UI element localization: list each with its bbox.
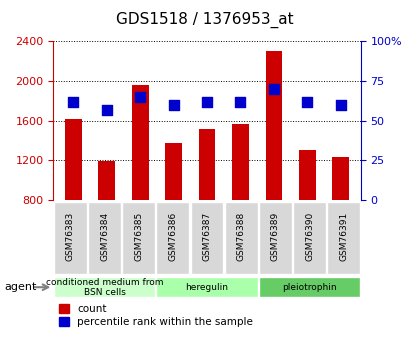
Text: GSM76391: GSM76391 xyxy=(338,211,347,261)
FancyBboxPatch shape xyxy=(88,201,121,275)
Bar xyxy=(231,124,248,200)
Text: GDS1518 / 1376953_at: GDS1518 / 1376953_at xyxy=(116,11,293,28)
Text: pleiotrophin: pleiotrophin xyxy=(281,283,336,292)
FancyBboxPatch shape xyxy=(156,201,189,275)
Text: GSM76390: GSM76390 xyxy=(304,211,313,261)
FancyBboxPatch shape xyxy=(224,201,257,275)
Legend: count, percentile rank within the sample: count, percentile rank within the sample xyxy=(58,304,252,327)
Text: heregulin: heregulin xyxy=(185,283,228,292)
Bar xyxy=(265,51,281,200)
Text: GSM76383: GSM76383 xyxy=(66,211,75,261)
Bar xyxy=(298,149,315,200)
Text: agent: agent xyxy=(4,282,36,292)
Point xyxy=(303,99,310,105)
FancyBboxPatch shape xyxy=(122,201,155,275)
Bar xyxy=(132,85,148,200)
Point xyxy=(337,102,343,108)
FancyBboxPatch shape xyxy=(258,201,291,275)
FancyBboxPatch shape xyxy=(292,201,325,275)
FancyBboxPatch shape xyxy=(190,201,223,275)
Point xyxy=(203,99,210,105)
Text: GSM76389: GSM76389 xyxy=(270,211,279,261)
FancyBboxPatch shape xyxy=(258,277,359,297)
Text: GSM76385: GSM76385 xyxy=(134,211,143,261)
Text: GSM76384: GSM76384 xyxy=(100,211,109,260)
Point xyxy=(70,99,76,105)
Point xyxy=(137,94,143,100)
Text: GSM76387: GSM76387 xyxy=(202,211,211,261)
Bar xyxy=(98,161,115,200)
Point xyxy=(270,86,276,92)
Point xyxy=(170,102,176,108)
Text: conditioned medium from
BSN cells: conditioned medium from BSN cells xyxy=(46,277,163,297)
Point xyxy=(237,99,243,105)
Text: GSM76388: GSM76388 xyxy=(236,211,245,261)
FancyBboxPatch shape xyxy=(54,201,87,275)
Bar xyxy=(332,157,348,200)
Bar xyxy=(198,129,215,200)
Bar xyxy=(65,119,81,200)
FancyBboxPatch shape xyxy=(156,277,257,297)
Bar xyxy=(165,142,182,200)
Text: GSM76386: GSM76386 xyxy=(168,211,177,261)
Point xyxy=(103,107,110,112)
FancyBboxPatch shape xyxy=(326,201,359,275)
FancyBboxPatch shape xyxy=(54,277,155,297)
